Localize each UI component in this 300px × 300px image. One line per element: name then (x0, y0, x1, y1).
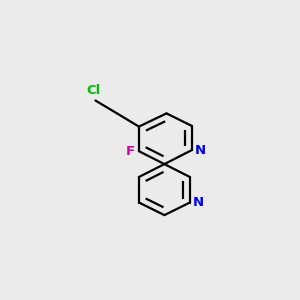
Text: N: N (194, 143, 206, 157)
Text: Cl: Cl (87, 84, 101, 97)
Text: F: F (125, 145, 134, 158)
Text: N: N (192, 196, 203, 209)
